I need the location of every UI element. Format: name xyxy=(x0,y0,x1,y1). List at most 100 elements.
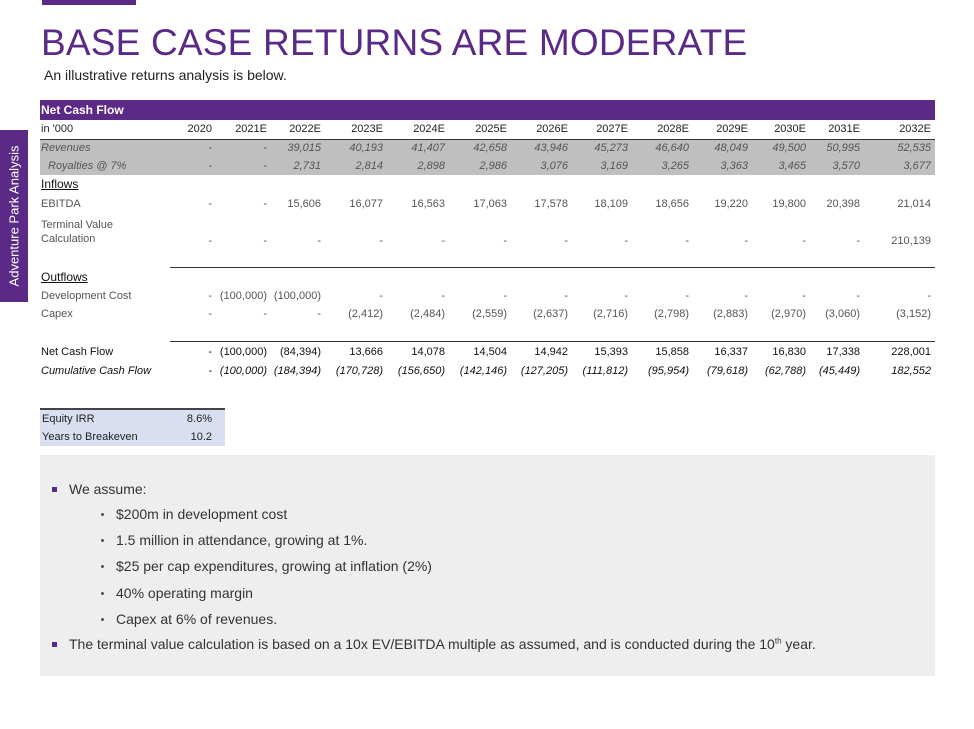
empty-cell xyxy=(572,267,632,287)
year-header: 2028E xyxy=(632,120,693,140)
assumption-item: Capex at 6% of revenues. xyxy=(101,611,277,627)
capex-row-value: (2,970) xyxy=(771,308,806,320)
empty-cell xyxy=(810,175,864,193)
divider-cell xyxy=(572,249,632,268)
empty-cell xyxy=(216,267,271,287)
breakeven-row: Years to Breakeven 10.2 xyxy=(40,428,225,446)
ebitda-row-label: EBITDA xyxy=(41,198,81,210)
empty-cell xyxy=(271,267,325,287)
empty-cell xyxy=(752,175,810,193)
capex-row: Capex - - - (2,412) (2,484) (2,559) (2,637) (2,7… xyxy=(40,305,935,323)
divider-cell xyxy=(170,323,216,342)
ebitda-row-value: 19,800 xyxy=(772,198,806,210)
royalties-row-value: 2,898 xyxy=(387,157,449,175)
year-header: 2024E xyxy=(387,120,449,140)
terminal-value-value: - xyxy=(379,235,383,247)
square-bullet-icon xyxy=(52,486,57,492)
divider-cell xyxy=(864,323,935,342)
empty-cell xyxy=(632,175,693,193)
revenues-row-value: 43,946 xyxy=(511,139,572,157)
ebitda-row-value: 17,063 xyxy=(473,198,507,210)
assumption-item: 40% operating margin xyxy=(101,585,253,601)
cumulative-cash-flow-row-label: Cumulative Cash Flow xyxy=(41,365,152,377)
header-fill-cell xyxy=(216,100,271,120)
capex-row-value: (2,798) xyxy=(654,308,689,320)
divider-cell xyxy=(271,249,325,268)
cumulative-cash-flow-row-value: (156,650) xyxy=(397,365,445,377)
capex-row-value: (2,883) xyxy=(713,308,748,320)
development-cost-row-value: - xyxy=(856,290,860,302)
divider-cell xyxy=(449,249,511,268)
development-cost-row-value: - xyxy=(624,290,628,302)
outflows-header-row: Outflows xyxy=(40,267,935,287)
divider-cell xyxy=(864,249,935,268)
assume-text: We assume: xyxy=(69,481,147,497)
revenues-row-value: - xyxy=(170,139,216,157)
terminal-value-label: Terminal Value Calculation xyxy=(41,219,113,245)
revenues-row-value: 50,995 xyxy=(810,139,864,157)
revenues-row-value: 49,500 xyxy=(752,139,810,157)
net-cash-flow-row-value: (84,394) xyxy=(280,345,321,358)
section-divider-row xyxy=(40,249,935,268)
ebitda-row-value: 20,398 xyxy=(826,198,860,210)
empty-cell xyxy=(511,267,572,287)
cumulative-cash-flow-row-value: (142,146) xyxy=(459,365,507,377)
ebitda-row-value: 19,220 xyxy=(714,198,748,210)
header-fill-cell xyxy=(693,100,752,120)
dot-bullet-icon xyxy=(101,591,104,595)
cumulative-cash-flow-row-value: (62,788) xyxy=(765,365,806,377)
royalties-row-value: 3,677 xyxy=(864,157,935,175)
revenues-row-label: Revenues xyxy=(40,139,170,157)
dot-bullet-icon xyxy=(101,617,104,621)
development-cost-row-value: - xyxy=(744,290,748,302)
ebitda-row-value: 15,606 xyxy=(287,198,321,210)
empty-cell xyxy=(632,267,693,287)
net-cash-flow-row-label: Net Cash Flow xyxy=(41,345,114,358)
revenues-row-value: 52,535 xyxy=(864,139,935,157)
empty-cell xyxy=(572,175,632,193)
empty-cell xyxy=(693,175,752,193)
ebitda-row: EBITDA - - 15,606 16,077 16,563 17,063 17,578 18… xyxy=(40,193,935,215)
ebitda-row-value: 16,563 xyxy=(411,198,445,210)
revenues-row-value: 40,193 xyxy=(325,139,387,157)
dot-bullet-icon xyxy=(101,564,104,568)
development-cost-row: Development Cost - (100,000) (100,000) - - - - -… xyxy=(40,287,935,305)
net-cash-flow-row-value: 14,504 xyxy=(473,345,507,358)
revenues-row: Revenues - -39,015 40,193 41,407 42,658 43,946… xyxy=(40,139,935,157)
divider-spacer xyxy=(40,323,170,341)
header-fill-cell xyxy=(752,100,810,120)
net-cash-flow-row-value: 14,078 xyxy=(411,345,445,358)
header-fill-cell xyxy=(387,100,449,120)
header-fill-cell xyxy=(511,100,572,120)
capex-row-value: (3,060) xyxy=(825,308,860,320)
empty-cell xyxy=(325,175,387,193)
terminal-value-bullet: The terminal value calculation is based … xyxy=(52,636,816,652)
capex-row-label: Capex xyxy=(41,308,73,320)
header-fill-cell xyxy=(864,100,935,120)
assumption-item: 1.5 million in attendance, growing at 1%… xyxy=(101,532,367,548)
divider-cell xyxy=(810,323,864,342)
empty-cell xyxy=(271,175,325,193)
divider-cell xyxy=(271,323,325,342)
cumulative-cash-flow-row-value: (100,000) xyxy=(219,365,267,377)
net-cash-flow-row-value: (100,000) xyxy=(219,345,267,358)
net-cash-flow-row-value: 13,666 xyxy=(349,345,383,358)
year-header: 2026E xyxy=(511,120,572,140)
header-fill-cell xyxy=(325,100,387,120)
ebitda-row-value: 18,109 xyxy=(594,198,628,210)
cumulative-cash-flow-row-value: 182,552 xyxy=(891,365,931,377)
terminal-value-value: - xyxy=(802,235,806,247)
net-cash-flow-row-value: 16,830 xyxy=(772,345,806,358)
development-cost-row-value: - xyxy=(564,290,568,302)
empty-cell xyxy=(170,267,216,287)
royalties-row-value: 2,814 xyxy=(325,157,387,175)
cumulative-cash-flow-row-value: (127,205) xyxy=(520,365,568,377)
year-header: 2022E xyxy=(271,120,325,140)
inflows-label: Inflows xyxy=(41,177,79,191)
divider-cell xyxy=(572,323,632,342)
royalties-row-value: 3,363 xyxy=(693,157,752,175)
table-years-row: in '000 2020 2021E 2022E 2023E 2024E 2025E 2026… xyxy=(40,120,935,140)
page-subtitle: An illustrative returns analysis is belo… xyxy=(44,67,287,83)
ebitda-row-value: 17,578 xyxy=(534,198,568,210)
empty-cell xyxy=(325,267,387,287)
